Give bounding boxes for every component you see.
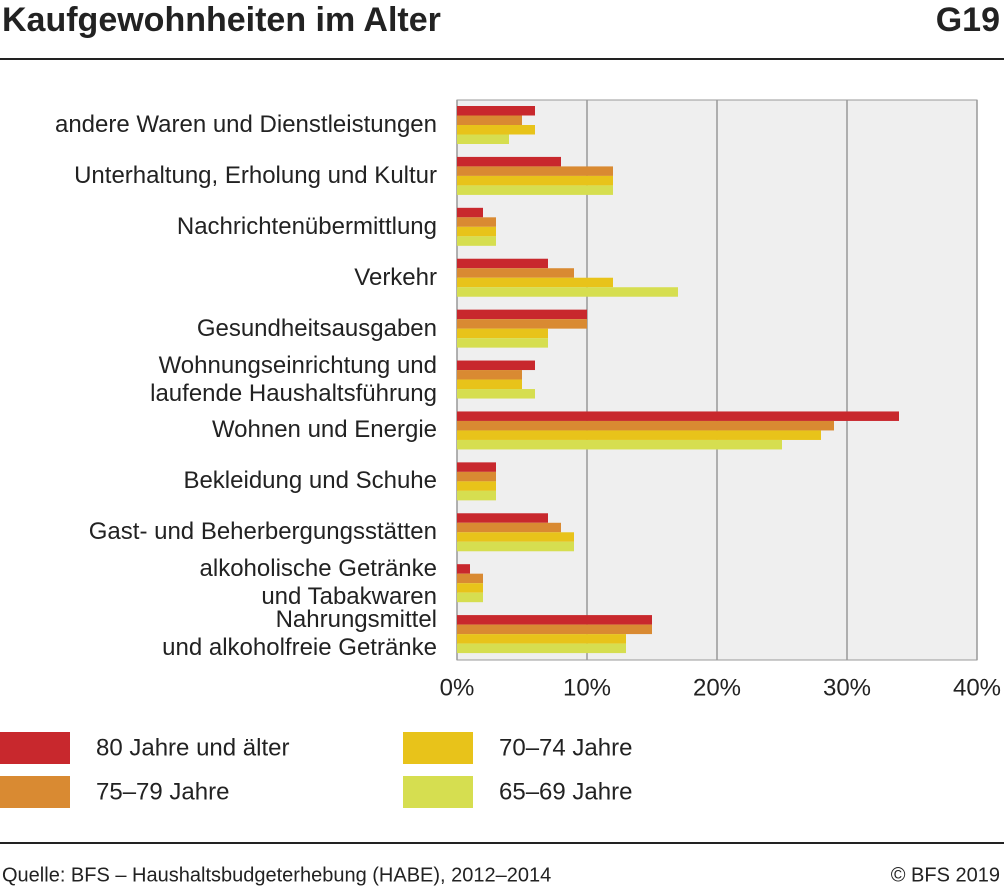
bar [457,106,535,116]
bar [457,309,587,320]
bar [457,360,535,371]
bar [457,420,834,431]
bar [457,338,548,348]
bar [457,277,613,288]
legend-label: 75–79 Jahre [96,778,229,805]
y-tick-label: Gast- und Beherbergungsstätten [88,518,437,546]
bar [457,217,496,227]
legend-swatch [0,732,70,764]
legend-label: 80 Jahre und älter [96,734,289,761]
chart-id: G19 [936,1,1000,39]
bar [457,287,678,297]
x-tick-label: 20% [693,674,741,701]
bar [457,236,496,246]
bar [457,643,626,654]
x-tick-label: 10% [563,674,611,701]
bar [457,624,652,635]
source: Quelle: BFS – Haushaltsbudgeterhebung (H… [2,864,551,886]
bar [457,185,613,195]
bar [457,615,652,625]
bar [457,439,782,450]
bar [457,134,509,144]
bar [457,125,535,135]
x-tick-label: 40% [953,674,1001,701]
bar [457,166,613,176]
bar [457,319,587,329]
chart-title: Kaufgewohnheiten im Alter [2,1,441,39]
y-tick-label: Wohnen und Energie [211,416,437,444]
y-tick-label: Wohnungseinrichtung und laufende Haushal… [150,351,437,407]
bar [457,522,561,533]
y-tick-label: Verkehr [354,263,437,291]
bar [457,226,496,237]
bar [457,258,548,269]
bar [457,175,613,186]
y-tick-label: Nahrungsmittel und alkoholfreie Getränke [162,606,437,662]
bar [457,564,470,574]
bar [457,592,483,603]
bar [457,513,548,523]
legend-label: 65–69 Jahre [499,778,632,805]
bar [457,379,522,390]
bar [457,541,574,552]
bar [457,430,821,440]
bar [457,532,574,542]
bar [457,115,522,125]
bar [457,156,561,167]
y-tick-label: Gesundheitsausgaben [196,314,437,342]
bar [457,634,626,644]
legend-label: 70–74 Jahre [499,734,632,761]
y-tick-label: Unterhaltung, Erholung und Kultur [74,161,437,189]
bar [457,411,899,421]
bar [457,490,496,501]
bar [457,462,496,472]
legend-swatch [403,776,473,808]
bar [457,481,496,491]
y-tick-label: Nachrichtenübermittlung [176,212,437,240]
bar [457,389,535,399]
legend-swatch [403,732,473,764]
y-tick-label: alkoholische Getränke und Tabakwaren [199,555,437,611]
bar [457,573,483,584]
y-tick-label: andere Waren und Dienstleistungen [54,111,437,138]
bar [457,328,548,339]
legend-swatch [0,776,70,808]
bar [457,370,522,380]
bar [457,207,483,218]
x-tick-label: 30% [823,674,871,701]
copyright: © BFS 2019 [891,864,1000,886]
y-tick-label: Bekleidung und Schuhe [183,467,437,495]
bar [457,268,574,278]
bar [457,583,483,593]
x-tick-label: 0% [440,674,475,701]
bar [457,471,496,482]
